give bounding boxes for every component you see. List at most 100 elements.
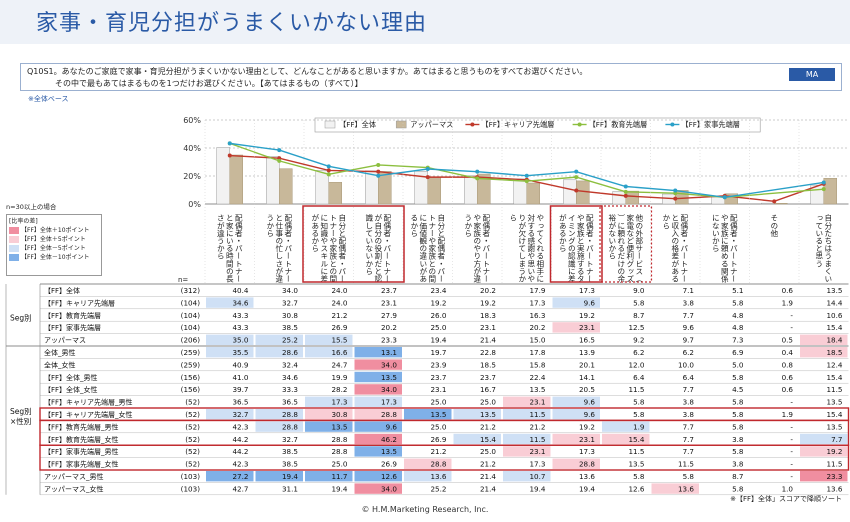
- series-point: [574, 169, 579, 174]
- cell-value: 20.5: [579, 385, 595, 394]
- legend-label: 【FF】キャリア先端層: [481, 120, 554, 129]
- cell-value: 15.4: [480, 435, 496, 444]
- cell-value: 28.6: [282, 348, 298, 357]
- category-label: 裕がないから: [608, 213, 617, 260]
- cell-value: 14.4: [826, 298, 842, 307]
- cell-highlight: [354, 446, 402, 457]
- cell-value: 32.4: [282, 360, 298, 369]
- cell-value: 11.7: [331, 472, 347, 481]
- cell-value: 32.7: [282, 435, 298, 444]
- cell-value: 15.4: [628, 435, 644, 444]
- cell-highlight: [552, 322, 600, 333]
- cell-value: 19.2: [579, 422, 595, 431]
- cell-value: 46.2: [381, 435, 397, 444]
- series-point: [425, 175, 430, 180]
- cell-value: 14.1: [579, 373, 595, 382]
- cell-value: 5.0: [732, 360, 744, 369]
- cell-value: 6.4: [633, 373, 645, 382]
- cell-highlight: [453, 409, 501, 420]
- cell-highlight: [206, 409, 254, 420]
- category-label: トナーや家族との間: [428, 214, 437, 283]
- cell-value: 25.0: [480, 398, 496, 407]
- cell-highlight: [305, 471, 353, 482]
- cell-value: 23.7: [430, 373, 446, 382]
- cell-value: 7.7: [683, 435, 694, 444]
- cell-value: 16.3: [529, 311, 545, 320]
- cell-highlight: [354, 483, 402, 494]
- category-label: 対する感謝や思いや: [527, 213, 536, 283]
- category-label: 配偶者・パートナー: [680, 214, 689, 283]
- question-line2: その中で最もあてはまるものを1つだけお選びください。【あてはまるもの（すべて）】: [55, 79, 363, 88]
- cell-value: 12.6: [381, 472, 397, 481]
- cell-value: 7.3: [732, 336, 743, 345]
- category-label: 自分と配偶者・パー: [437, 213, 446, 283]
- series-point: [326, 164, 331, 169]
- ma-badge: MA: [789, 68, 835, 81]
- cell-value: 11.5: [628, 447, 644, 456]
- footer-copyright: © H.M.Marketing Research, Inc.: [361, 505, 489, 514]
- cell-value: 23.7: [480, 373, 496, 382]
- category-label: トナーや家族との間: [329, 214, 338, 283]
- cell-value: 28.8: [282, 410, 298, 419]
- cell-value: 12.0: [628, 360, 644, 369]
- category-label: 配偶者・パートナー: [482, 214, 491, 283]
- cell-value: 17.8: [529, 348, 545, 357]
- cell-highlight: [255, 471, 303, 482]
- y-tick-label: 0%: [188, 200, 201, 209]
- series-line: [229, 142, 824, 198]
- series-point: [425, 167, 430, 171]
- cell-highlight: [404, 471, 452, 482]
- cell-value: 9.6: [584, 398, 596, 407]
- row-label: 【FF】教育先端層: [44, 311, 101, 320]
- cell-value: 13.6: [579, 472, 595, 481]
- cell-value: 0.8: [782, 360, 794, 369]
- cell-value: 26.9: [381, 460, 397, 469]
- cell-value: -: [790, 311, 793, 320]
- cell-highlight: [552, 297, 600, 308]
- row-label: 【FF】家事先端層_女性: [44, 460, 119, 469]
- cell-value: 20.1: [579, 360, 595, 369]
- cell-value: 21.2: [331, 311, 347, 320]
- n-label: n=: [178, 276, 188, 284]
- cell-value: 23.1: [480, 323, 496, 332]
- cell-highlight: [800, 433, 848, 445]
- cell-value: 19.2: [430, 298, 446, 307]
- cell-value: 34.6: [282, 373, 298, 382]
- cell-value: 20.2: [529, 323, 545, 332]
- cell-highlight: [354, 409, 402, 420]
- cell-value: 3.8: [683, 398, 695, 407]
- cell-value: 28.8: [331, 435, 347, 444]
- cell-value: 31.1: [282, 484, 298, 493]
- cell-value: 23.1: [430, 385, 446, 394]
- cell-value: 13.5: [381, 373, 397, 382]
- cell-value: 25.2: [430, 484, 446, 493]
- cell-value: 25.0: [331, 460, 347, 469]
- cell-value: 35.5: [232, 348, 248, 357]
- row-n: (206): [181, 336, 201, 345]
- cell-value: 38.5: [282, 323, 298, 332]
- cell-value: 28.8: [579, 460, 595, 469]
- cell-value: 15.4: [826, 323, 842, 332]
- cell-value: 10.7: [529, 472, 545, 481]
- category-label: 配偶者・パートナー: [284, 214, 293, 283]
- cell-value: 22.4: [529, 373, 545, 382]
- row-n: (104): [181, 323, 201, 332]
- row-label: 【FF】全体_女性: [44, 385, 98, 394]
- cell-value: -: [790, 472, 793, 481]
- series-point: [475, 169, 480, 174]
- cell-value: 25.0: [430, 323, 446, 332]
- cell-highlight: [552, 458, 600, 469]
- bar: [464, 175, 478, 205]
- cell-value: 23.3: [826, 472, 842, 481]
- category-label: に価値観の違いがあ: [419, 214, 428, 283]
- cell-value: 23.9: [430, 360, 446, 369]
- cell-value: 16.5: [579, 336, 595, 345]
- cell-value: 1.9: [782, 298, 794, 307]
- cell-value: 4.5: [732, 385, 743, 394]
- row-n: (103): [181, 484, 201, 493]
- cell-value: 3.8: [732, 435, 744, 444]
- legend-label: 【FF】家事先端層: [681, 120, 740, 129]
- bar: [378, 171, 392, 205]
- category-label: にないから: [711, 214, 720, 252]
- cell-value: 6.9: [732, 348, 744, 357]
